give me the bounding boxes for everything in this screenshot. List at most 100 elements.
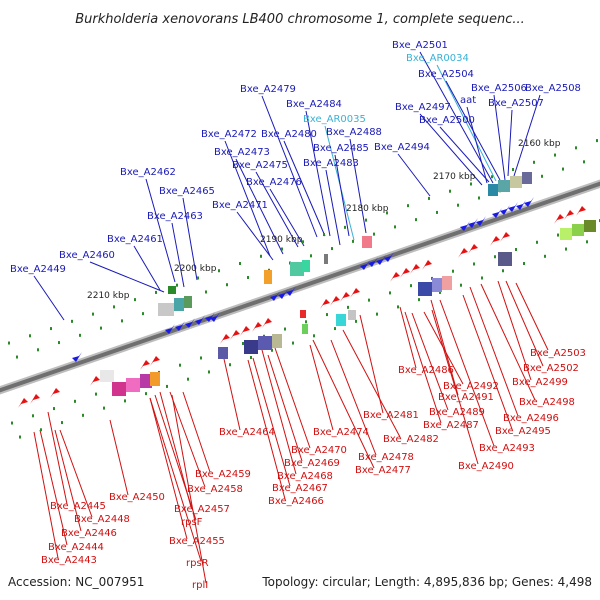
gene-label[interactable]: Bxe_A2445 <box>50 501 106 512</box>
gene-label[interactable]: Bxe_A2444 <box>48 542 104 553</box>
gene-label[interactable]: aat <box>460 95 476 106</box>
gene-label[interactable]: Bxe_A2459 <box>195 469 251 480</box>
tick-dot <box>124 399 126 403</box>
tick-dot <box>74 399 76 403</box>
leader-line <box>252 357 291 487</box>
reverse-gene <box>252 322 262 332</box>
gene-label[interactable]: Bxe_A2471 <box>212 200 268 211</box>
tick-dot <box>313 334 315 338</box>
gene-label[interactable]: Bxe_A2483 <box>303 158 359 169</box>
gene-label[interactable]: Bxe_A2498 <box>519 397 575 408</box>
gene-label[interactable]: Bxe_A2464 <box>219 427 275 438</box>
tick-dot <box>155 290 157 294</box>
gene-label[interactable]: Bxe_A2489 <box>429 407 485 418</box>
rna-label[interactable]: Bxe_AR0035 <box>303 114 366 125</box>
gene-label[interactable]: Bxe_A2462 <box>120 167 176 178</box>
tick-label: 2210 kbp <box>87 291 130 301</box>
gene-label[interactable]: Bxe_A2443 <box>41 555 97 566</box>
gene-label[interactable]: Bxe_A2457 <box>174 504 230 515</box>
tick-dot <box>533 160 535 164</box>
leader-line <box>493 94 506 181</box>
tick-dot <box>347 305 349 309</box>
gene-label[interactable]: Bxe_A2479 <box>240 84 296 95</box>
gene-label[interactable]: Bxe_A2506 <box>471 83 527 94</box>
leader-line <box>236 211 274 261</box>
tick-dot <box>515 248 517 252</box>
gene-label[interactable]: Bxe_A2468 <box>277 471 333 482</box>
reverse-gene <box>30 394 40 404</box>
gene-label[interactable]: Bxe_A2493 <box>479 443 535 454</box>
gene-label[interactable]: Bxe_A2477 <box>355 465 411 476</box>
gene-label[interactable]: Bxe_A2460 <box>59 250 115 261</box>
gene-label[interactable]: Bxe_A2497 <box>395 102 451 113</box>
rna-label[interactable]: Bxe_AR0034 <box>406 53 469 64</box>
gene-label[interactable]: Bxe_A2472 <box>201 129 257 140</box>
gene-label[interactable]: Bxe_A2490 <box>458 461 514 472</box>
gene-label[interactable]: Bxe_A2476 <box>246 177 302 188</box>
gene-label[interactable]: Bxe_A2508 <box>525 83 581 94</box>
gene-label[interactable]: Bxe_A2487 <box>423 420 479 431</box>
gene-label[interactable]: Bxe_A2484 <box>286 99 342 110</box>
gene-label[interactable]: Bxe_A2492 <box>443 381 499 392</box>
gene-label[interactable]: rpsF <box>181 517 203 528</box>
gene-label[interactable]: Bxe_A2473 <box>214 147 270 158</box>
gene-label[interactable]: Bxe_A2500 <box>419 115 475 126</box>
gene-label[interactable]: Bxe_A2491 <box>438 392 494 403</box>
gene-label[interactable]: Bxe_A2501 <box>392 40 448 51</box>
leader-line <box>513 94 541 177</box>
leader-line <box>255 171 299 248</box>
gene-label[interactable]: Bxe_A2478 <box>358 452 414 463</box>
gene-label[interactable]: Bxe_A2485 <box>313 143 369 154</box>
reverse-gene <box>564 210 574 220</box>
leader-line <box>349 138 367 234</box>
gene-label[interactable]: Bxe_A2507 <box>488 98 544 109</box>
gene-label[interactable]: Bxe_A2466 <box>268 496 324 507</box>
gene-label[interactable]: Bxe_A2486 <box>398 365 454 376</box>
forward-gene <box>165 324 175 334</box>
gene-label[interactable]: Bxe_A2470 <box>291 445 347 456</box>
leader-line <box>312 339 375 469</box>
forward-gene <box>210 312 220 322</box>
leader-line <box>47 411 68 505</box>
tick-dot <box>575 146 577 150</box>
gene-label[interactable]: Bxe_A2488 <box>326 127 382 138</box>
gene-label[interactable]: Bxe_A2449 <box>10 264 66 275</box>
gene-label[interactable]: Bxe_A2495 <box>495 426 551 437</box>
gene-label[interactable]: Bxe_A2481 <box>363 410 419 421</box>
tick-dot <box>596 139 598 143</box>
tick-dot <box>281 247 283 251</box>
gene-label[interactable]: Bxe_A2480 <box>261 129 317 140</box>
gene-label[interactable]: Bxe_A2496 <box>503 413 559 424</box>
gene-label[interactable]: Bxe_A2503 <box>530 348 586 359</box>
gene-label[interactable]: Bxe_A2467 <box>272 483 328 494</box>
gene-label[interactable]: Bxe_A2494 <box>374 142 430 153</box>
gene-label[interactable]: Bxe_A2461 <box>107 234 163 245</box>
gene-block <box>362 236 372 248</box>
tick-dot <box>95 392 97 396</box>
tick-label: 2180 kbp <box>346 204 389 214</box>
reverse-gene <box>390 272 400 282</box>
reverse-gene <box>330 296 340 306</box>
gene-label[interactable]: Bxe_A2446 <box>61 528 117 539</box>
gene-label[interactable]: Bxe_A2482 <box>383 434 439 445</box>
gene-label[interactable]: Bxe_A2502 <box>523 363 579 374</box>
gene-label[interactable]: Bxe_A2465 <box>159 186 215 197</box>
gene-label[interactable]: Bxe_A2458 <box>187 484 243 495</box>
tick-dot <box>457 203 459 207</box>
tick-dot <box>239 262 241 265</box>
gene-label[interactable]: rpsR <box>186 558 209 569</box>
gene-label[interactable]: Bxe_A2469 <box>284 458 340 469</box>
gene-label[interactable]: Bxe_A2504 <box>418 69 474 80</box>
gene-label[interactable]: Bxe_A2448 <box>74 514 130 525</box>
gene-label[interactable]: Bxe_A2499 <box>512 377 568 388</box>
leader-line <box>154 394 197 521</box>
gene-label[interactable]: Bxe_A2475 <box>232 160 288 171</box>
gene-label[interactable]: Bxe_A2450 <box>109 492 165 503</box>
leader-line <box>274 347 311 449</box>
gene-block <box>510 176 522 188</box>
gene-label[interactable]: Bxe_A2474 <box>313 427 369 438</box>
gene-label[interactable]: rplI <box>192 580 208 591</box>
gene-label[interactable]: Bxe_A2455 <box>169 536 225 547</box>
gene-label[interactable]: Bxe_A2463 <box>147 211 203 222</box>
